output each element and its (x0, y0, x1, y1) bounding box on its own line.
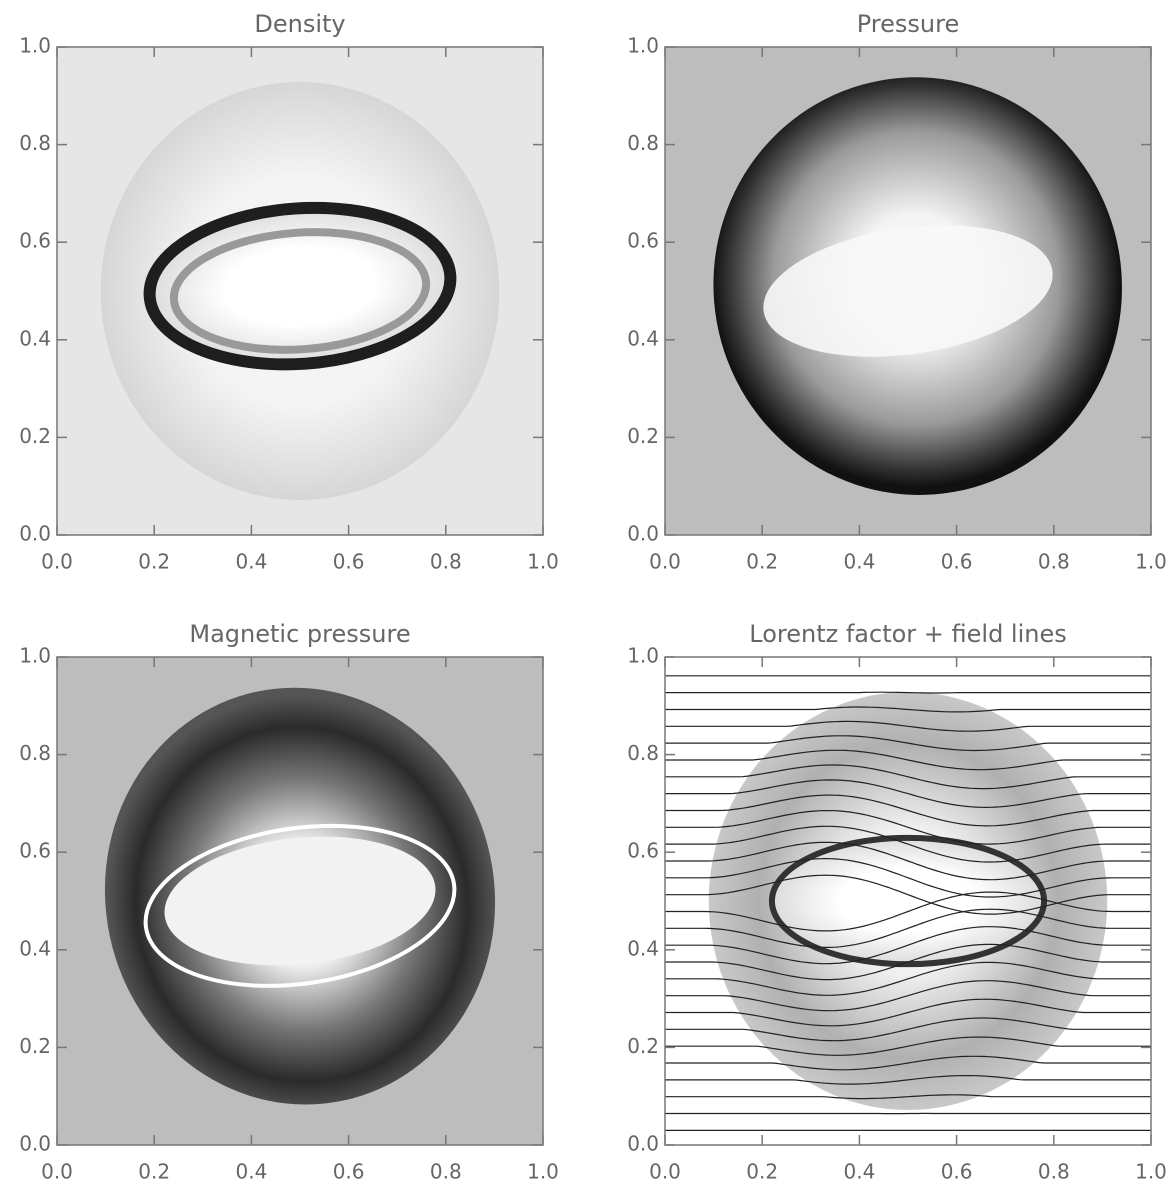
y-tick-label: 0.2 (19, 1034, 51, 1058)
core (763, 225, 1053, 357)
y-tick-label: 1.0 (19, 644, 51, 668)
x-tick-label: 0.4 (235, 550, 267, 574)
x-tick-label: 0.2 (746, 1160, 778, 1184)
field-line (665, 926, 1151, 965)
field-line (665, 720, 1151, 732)
x-tick-label: 0.6 (333, 550, 365, 574)
y-tick-label: 1.0 (627, 34, 659, 58)
x-tick-label: 0.8 (430, 1160, 462, 1184)
field-line (665, 810, 1151, 845)
image (713, 77, 1122, 495)
y-tick-label: 0.2 (627, 424, 659, 448)
field-line (665, 1075, 1151, 1085)
field-line (665, 764, 1151, 790)
field-line (665, 874, 1151, 915)
panel-title: Pressure (857, 10, 959, 38)
y-tick-label: 0.6 (19, 839, 51, 863)
panel-title: Density (254, 10, 345, 38)
y-tick-label: 0.6 (19, 229, 51, 253)
y-tick-label: 0.0 (19, 522, 51, 546)
field-line (665, 857, 1151, 898)
field-line (665, 825, 1151, 863)
x-tick-label: 0.2 (138, 550, 170, 574)
y-tick-label: 0.0 (627, 1132, 659, 1156)
field-line (665, 706, 1151, 713)
field-line (665, 735, 1151, 752)
field-line (665, 691, 1151, 694)
y-tick-label: 0.6 (627, 229, 659, 253)
field-line (665, 980, 1151, 1012)
x-tick-label: 1.0 (1135, 550, 1167, 574)
x-tick-label: 0.4 (235, 1160, 267, 1184)
field-line (665, 961, 1151, 996)
y-tick-label: 0.6 (627, 839, 659, 863)
inner-ring (169, 228, 431, 354)
y-tick-label: 1.0 (19, 34, 51, 58)
plot-frame (56, 46, 544, 536)
x-tick-label: 1.0 (527, 550, 559, 574)
panel-title: Magnetic pressure (189, 620, 410, 648)
panel: Magnetic pressure 0.0 0.2 0.4 0.6 0.8 1.0 0.0 0.… (19, 620, 559, 1184)
plot-frame (56, 656, 544, 1146)
field-line (665, 1017, 1151, 1042)
core (164, 836, 436, 966)
x-tick-label: 0.4 (843, 1160, 875, 1184)
plot-frame (664, 656, 1152, 1146)
y-tick-label: 0.0 (19, 1132, 51, 1156)
image (104, 687, 496, 1105)
plot-frame (664, 46, 1152, 536)
panel: Pressure 0.0 0.2 0.4 0.6 0.8 1.0 0.0 0.2 0.4 0.6 0.… (627, 10, 1167, 574)
x-tick-label: 1.0 (527, 1160, 559, 1184)
field-line (665, 794, 1151, 827)
x-tick-label: 0.2 (138, 1160, 170, 1184)
x-tick-label: 0.4 (843, 550, 875, 574)
y-tick-label: 0.2 (19, 424, 51, 448)
field-line (665, 1036, 1151, 1056)
y-tick-label: 0.4 (627, 326, 659, 350)
y-tick-label: 0.4 (19, 936, 51, 960)
x-tick-label: 0.0 (41, 1160, 73, 1184)
image (100, 82, 500, 500)
y-tick-label: 0.8 (627, 131, 659, 155)
y-tick-label: 0.4 (19, 326, 51, 350)
core (768, 834, 1048, 968)
x-tick-label: 0.0 (41, 550, 73, 574)
image (665, 675, 1151, 1131)
panel: Lorentz factor + field lines 0.0 0.2 0.4 0.6… (627, 620, 1167, 1184)
x-tick-label: 0.2 (746, 550, 778, 574)
x-tick-label: 1.0 (1135, 1160, 1167, 1184)
field-line (665, 841, 1151, 881)
panel-title: Lorentz factor + field lines (749, 620, 1067, 648)
x-tick-label: 0.8 (1038, 550, 1070, 574)
y-tick-label: 0.4 (627, 936, 659, 960)
y-tick-label: 0.2 (627, 1034, 659, 1058)
field-line (665, 779, 1151, 809)
field-line (665, 943, 1151, 981)
x-tick-label: 0.6 (941, 1160, 973, 1184)
bright-arc (143, 823, 457, 988)
field-line (665, 891, 1151, 932)
x-tick-label: 0.0 (649, 1160, 681, 1184)
field-line (665, 749, 1151, 771)
y-tick-label: 0.0 (627, 522, 659, 546)
x-tick-label: 0.8 (1038, 1160, 1070, 1184)
field-line (665, 908, 1151, 948)
field-line (665, 1094, 1151, 1100)
field-line (665, 998, 1151, 1027)
x-tick-label: 0.8 (430, 550, 462, 574)
x-tick-label: 0.6 (941, 550, 973, 574)
y-tick-label: 0.8 (627, 741, 659, 765)
x-tick-label: 0.0 (649, 550, 681, 574)
y-tick-label: 0.8 (19, 741, 51, 765)
field-line (665, 1055, 1151, 1071)
x-tick-label: 0.6 (333, 1160, 365, 1184)
y-tick-label: 1.0 (627, 644, 659, 668)
panel: Density 0.0 0.2 0.4 0.6 0.8 1.0 0.0 0.2 0.4 0.6 0.8… (19, 10, 559, 574)
y-tick-label: 0.8 (19, 131, 51, 155)
